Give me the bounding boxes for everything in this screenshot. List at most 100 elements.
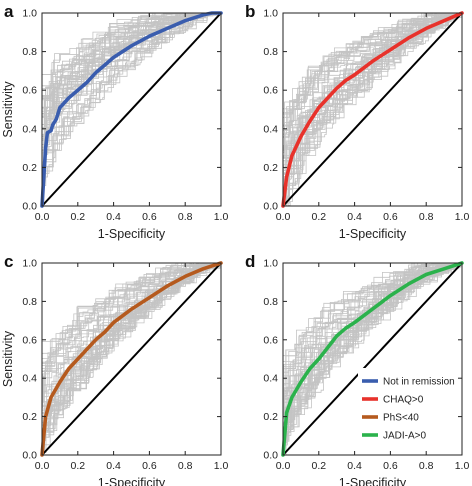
panel-letter: d bbox=[245, 252, 255, 271]
legend-label: JADI-A>0 bbox=[383, 431, 427, 442]
y-tick-label: 0.0 bbox=[22, 201, 37, 213]
bootstrap-curve bbox=[42, 13, 221, 206]
x-tick-label: 1.0 bbox=[455, 460, 470, 472]
x-tick-label: 0.0 bbox=[35, 460, 50, 472]
bootstrap-curve bbox=[42, 13, 221, 206]
x-tick-label: 0.4 bbox=[347, 211, 362, 223]
bootstrap-curve bbox=[42, 13, 221, 206]
y-axis-label: Sensitivity bbox=[1, 81, 15, 138]
bootstrap-curve bbox=[42, 263, 221, 455]
y-tick-label: 0.6 bbox=[263, 334, 278, 346]
x-tick-label: 0.4 bbox=[347, 460, 362, 472]
y-tick-label: 0.0 bbox=[22, 450, 37, 462]
bootstrap-curve bbox=[42, 13, 221, 206]
y-tick-label: 0.4 bbox=[263, 123, 278, 135]
x-tick-label: 0.0 bbox=[276, 211, 291, 223]
x-tick-label: 0.8 bbox=[178, 460, 193, 472]
bootstrap-curve bbox=[42, 13, 221, 206]
roc-curve-CHAQ>0 bbox=[281, 11, 464, 208]
plot-frame bbox=[41, 12, 222, 207]
bootstrap-curve bbox=[42, 263, 221, 455]
y-tick-label: 0.4 bbox=[263, 373, 278, 385]
roc-curve-JADI-A>0 bbox=[281, 261, 464, 457]
x-tick-label: 0.4 bbox=[106, 211, 121, 223]
x-axis-label: 1-Specificity bbox=[98, 476, 166, 486]
x-tick-label: 0.4 bbox=[106, 460, 121, 472]
x-tick-label: 1.0 bbox=[214, 460, 229, 472]
panel-letter: c bbox=[4, 252, 13, 271]
bootstrap-curve bbox=[283, 13, 462, 206]
x-tick-label: 0.6 bbox=[383, 460, 398, 472]
bootstrap-curve bbox=[42, 263, 221, 455]
y-tick-label: 0.2 bbox=[263, 162, 278, 174]
y-tick-label: 1.0 bbox=[22, 258, 37, 270]
reference-diagonal bbox=[282, 12, 463, 207]
bootstrap-curve bbox=[42, 13, 221, 206]
y-tick-label: 0.2 bbox=[22, 162, 37, 174]
x-tick-label: 0.2 bbox=[311, 460, 326, 472]
y-tick-label: 0.8 bbox=[263, 46, 278, 58]
bootstrap-curve bbox=[283, 13, 462, 206]
x-tick-label: 0.8 bbox=[178, 211, 193, 223]
panel-letter: a bbox=[4, 2, 14, 21]
y-axis-label: Sensitivity bbox=[1, 330, 15, 387]
bootstrap-curve bbox=[42, 13, 221, 206]
bootstrap-curve bbox=[283, 263, 462, 455]
bootstrap-curve bbox=[42, 13, 221, 206]
x-tick-label: 0.2 bbox=[70, 211, 85, 223]
plot-frame bbox=[41, 262, 222, 456]
reference-diagonal bbox=[41, 262, 222, 456]
y-tick-label: 1.0 bbox=[263, 8, 278, 20]
y-tick-label: 0.2 bbox=[263, 411, 278, 423]
bootstrap-curve bbox=[283, 13, 462, 206]
y-tick-label: 0.6 bbox=[263, 85, 278, 97]
y-tick-label: 1.0 bbox=[22, 8, 37, 20]
bootstrap-curve bbox=[42, 13, 221, 206]
bootstrap-curve bbox=[42, 263, 221, 455]
reference-diagonal bbox=[282, 262, 463, 456]
plot-frame bbox=[282, 12, 463, 207]
bootstrap-curve bbox=[283, 263, 462, 455]
y-tick-label: 0.8 bbox=[22, 296, 37, 308]
x-tick-label: 0.6 bbox=[142, 460, 157, 472]
x-axis-label: 1-Specificity bbox=[339, 227, 407, 241]
y-tick-label: 0.0 bbox=[263, 450, 278, 462]
legend: Not in remission CHAQ>0 PhS<40 JADI-A>0 bbox=[358, 368, 458, 448]
x-tick-label: 0.0 bbox=[276, 460, 291, 472]
x-axis-label: 1-Specificity bbox=[98, 227, 166, 241]
bootstrap-curve bbox=[42, 263, 221, 455]
x-tick-label: 0.2 bbox=[311, 211, 326, 223]
panel-letter: b bbox=[245, 2, 255, 21]
bootstrap-curve bbox=[42, 263, 221, 455]
x-tick-label: 0.8 bbox=[419, 211, 434, 223]
y-tick-label: 0.2 bbox=[22, 411, 37, 423]
bootstrap-curve bbox=[42, 13, 221, 206]
y-tick-label: 0.6 bbox=[22, 334, 37, 346]
x-tick-label: 0.2 bbox=[70, 460, 85, 472]
panel-c: 0.0 0.2 0.4 0.6 0.8 1.0 0.0 0.2 0.4 0.6 0.8 1.0 1-Sp… bbox=[1, 252, 228, 486]
y-tick-label: 1.0 bbox=[263, 258, 278, 270]
y-tick-label: 0.4 bbox=[22, 123, 37, 135]
legend-label: Not in remission bbox=[383, 377, 455, 388]
panel-d: 0.0 0.2 0.4 0.6 0.8 1.0 0.0 0.2 0.4 0.6 0.8 1.0 1-Sp… bbox=[245, 252, 469, 486]
bootstrap-curve bbox=[42, 13, 221, 206]
reference-diagonal bbox=[41, 12, 222, 207]
bootstrap-curve bbox=[283, 13, 462, 206]
x-tick-label: 1.0 bbox=[214, 211, 229, 223]
bootstrap-curve bbox=[42, 263, 221, 455]
bootstrap-curve bbox=[283, 13, 462, 206]
y-tick-label: 0.6 bbox=[22, 85, 37, 97]
panel-a: 0.0 0.2 0.4 0.6 0.8 1.0 0.0 0.2 0.4 0.6 0.8 1.0 1-Sp… bbox=[1, 2, 228, 241]
bootstrap-curve bbox=[283, 13, 462, 206]
y-tick-label: 0.8 bbox=[22, 46, 37, 58]
y-tick-label: 0.0 bbox=[263, 201, 278, 213]
y-tick-label: 0.8 bbox=[263, 296, 278, 308]
roc-curve-Not in remission bbox=[40, 11, 223, 208]
x-axis-label: 1-Specificity bbox=[339, 476, 407, 486]
bootstrap-curve bbox=[283, 13, 462, 206]
plot-frame bbox=[282, 262, 463, 456]
x-tick-label: 1.0 bbox=[455, 211, 470, 223]
roc-curve-PhS<40 bbox=[40, 261, 223, 457]
x-tick-label: 0.6 bbox=[142, 211, 157, 223]
